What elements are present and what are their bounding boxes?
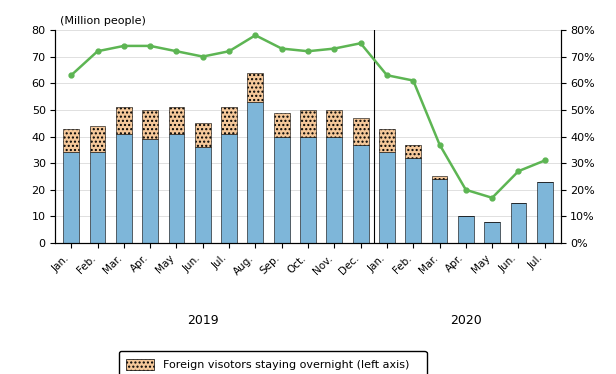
Bar xyxy=(458,217,474,243)
Bar xyxy=(63,153,79,243)
Bar xyxy=(248,102,263,243)
Bar xyxy=(484,222,500,243)
Bar xyxy=(405,158,421,243)
Bar xyxy=(379,129,395,153)
Bar xyxy=(274,113,290,137)
Bar xyxy=(405,144,421,158)
Bar xyxy=(326,137,342,243)
Bar xyxy=(142,110,158,139)
Text: 2019: 2019 xyxy=(187,314,219,327)
Bar xyxy=(142,139,158,243)
Bar xyxy=(169,107,184,134)
Bar xyxy=(169,134,184,243)
Text: (Million people): (Million people) xyxy=(60,16,147,26)
Bar xyxy=(432,179,447,243)
Bar xyxy=(353,118,368,144)
Bar xyxy=(116,107,132,134)
Bar xyxy=(116,134,132,243)
Bar xyxy=(511,203,526,243)
Bar xyxy=(195,147,211,243)
Bar xyxy=(63,129,79,153)
Bar xyxy=(300,110,316,137)
Legend: Foreign visotors staying overnight (left axis), Japanese visotors staying overni: Foreign visotors staying overnight (left… xyxy=(119,351,426,374)
Bar xyxy=(379,153,395,243)
Bar xyxy=(248,73,263,102)
Bar xyxy=(537,182,553,243)
Bar xyxy=(221,134,237,243)
Bar xyxy=(353,144,368,243)
Bar xyxy=(221,107,237,134)
Text: 2020: 2020 xyxy=(450,314,482,327)
Bar xyxy=(326,110,342,137)
Bar xyxy=(300,137,316,243)
Bar xyxy=(90,153,105,243)
Bar xyxy=(195,123,211,147)
Bar xyxy=(90,126,105,153)
Bar xyxy=(274,137,290,243)
Bar xyxy=(432,177,447,179)
